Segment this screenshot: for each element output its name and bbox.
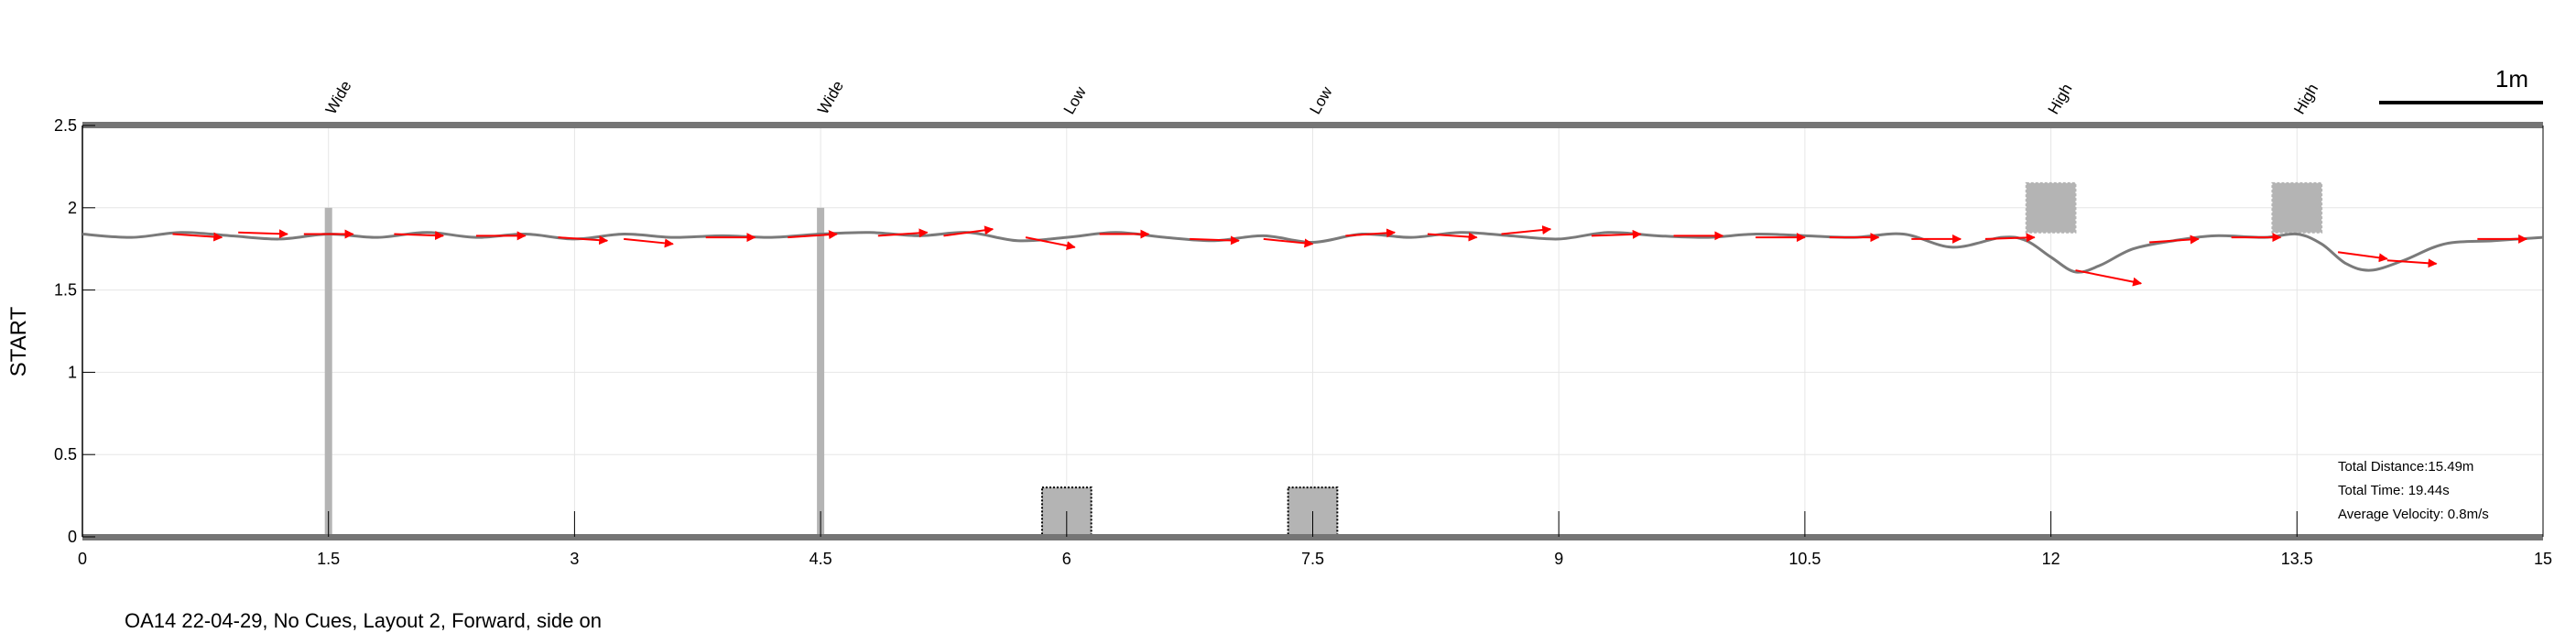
obstacle-label-2: Low: [1060, 83, 1090, 117]
y-tick-label: 0: [68, 528, 77, 546]
y-tick-label: 1: [68, 363, 77, 381]
velocity-arrow-6: [624, 237, 674, 248]
velocity-arrow-10: [943, 225, 995, 237]
x-tick-label: 1.5: [317, 550, 340, 568]
velocity-arrow-23: [1984, 233, 2036, 243]
velocity-arrow-17: [1501, 225, 1552, 235]
obstacle-high-4: [2025, 181, 2077, 234]
stats-box: Total Distance:15.49m Total Time: 19.44s…: [2338, 459, 2489, 522]
axis-bottom-border: [82, 534, 2543, 540]
y-tick-label: 2: [68, 199, 77, 217]
obstacle-wide-0: [324, 207, 332, 538]
obstacle-label-1: Wide: [814, 78, 847, 117]
obstacle-high-5: [2271, 181, 2323, 234]
y-axis-label: START: [6, 306, 31, 377]
velocity-arrow-13: [1190, 235, 1240, 246]
x-tick-label: 9: [1554, 550, 1563, 568]
x-tick-label: 3: [570, 550, 579, 568]
velocity-arrow-11: [1025, 236, 1076, 251]
x-tick-label: 10.5: [1788, 550, 1821, 568]
obstacle-label-0: Wide: [322, 78, 355, 117]
velocity-arrow-16: [1427, 232, 1478, 242]
velocity-arrow-8: [788, 230, 839, 240]
x-tick-label: 0: [78, 550, 87, 568]
axis-top-border: [82, 122, 2543, 128]
x-tick-label: 13.5: [2281, 550, 2313, 568]
obstacle-label-4: High: [2045, 81, 2076, 117]
x-tick-label: 12: [2042, 550, 2060, 568]
velocity-arrow-18: [1591, 229, 1642, 239]
obstacle-wide-1: [817, 207, 825, 538]
velocity-arrow-15: [1345, 228, 1397, 238]
obstacles: [324, 181, 2323, 538]
velocity-arrow-5: [558, 235, 609, 246]
grid-lines: [82, 125, 2544, 538]
y-tick-label: 2.5: [54, 116, 77, 135]
x-tick-label: 6: [1062, 550, 1071, 568]
stat-total-time: Total Time: 19.44s: [2338, 483, 2450, 498]
obstacle-low-3: [1287, 486, 1339, 538]
velocity-arrow-1: [238, 229, 288, 239]
velocity-arrow-24: [2075, 269, 2143, 287]
axes: [82, 122, 2544, 540]
x-tick-label: 7.5: [1301, 550, 1324, 568]
velocity-arrows: [172, 225, 2528, 287]
obstacle-label-5: High: [2290, 81, 2321, 117]
stat-total-distance: Total Distance:15.49m: [2338, 459, 2473, 475]
x-tick-label: 4.5: [810, 550, 832, 568]
y-tick-label: 0.5: [54, 445, 77, 464]
x-tick-label: 15: [2534, 550, 2552, 568]
obstacle-label-3: Low: [1307, 83, 1336, 117]
velocity-arrow-27: [2337, 251, 2388, 263]
y-tick-label: 1.5: [54, 281, 77, 300]
velocity-arrow-25: [2149, 235, 2200, 245]
velocity-arrow-0: [172, 232, 223, 242]
velocity-arrow-28: [2386, 258, 2438, 268]
scale-bar-label: 1m: [2495, 65, 2528, 93]
velocity-arrow-14: [1263, 237, 1314, 248]
stat-average-velocity: Average Velocity: 0.8m/s: [2338, 507, 2489, 522]
velocity-arrow-3: [394, 231, 445, 241]
velocity-arrow-9: [877, 228, 929, 238]
figure-caption: OA14 22-04-29, No Cues, Layout 2, Forwar…: [125, 609, 602, 632]
